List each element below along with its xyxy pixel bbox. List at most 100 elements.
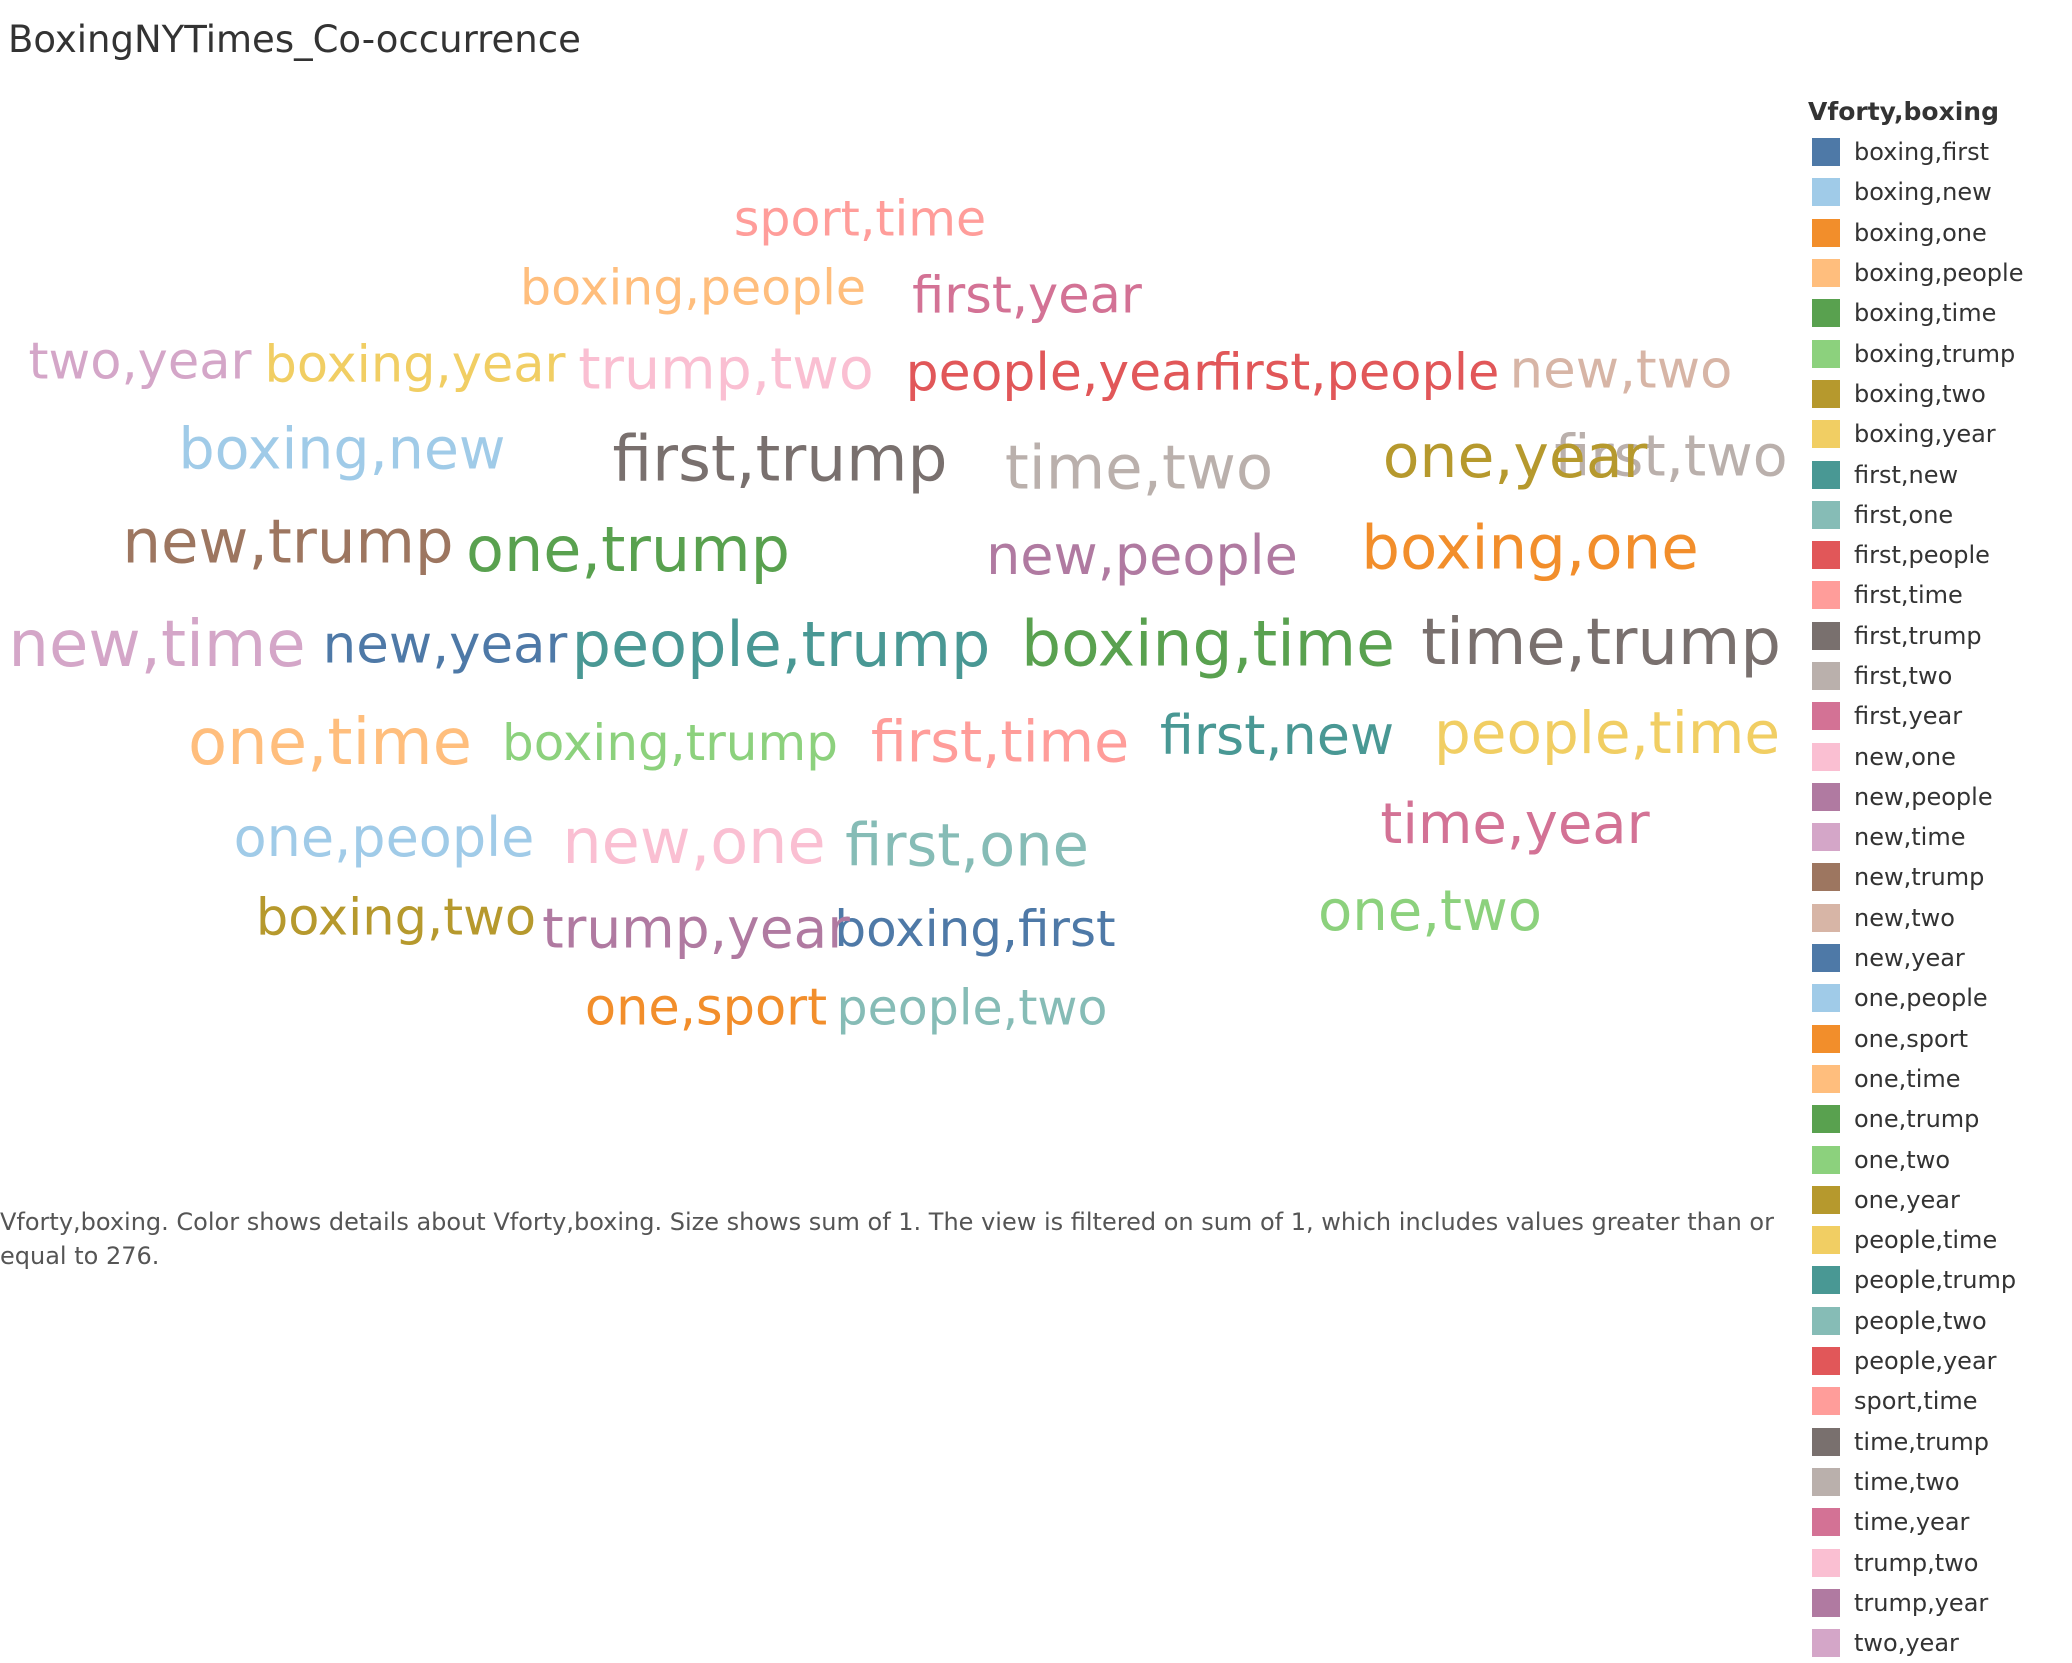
legend-item[interactable]: new,time [1808,817,2068,857]
legend-item[interactable]: one,sport [1808,1019,2068,1059]
legend-item[interactable]: people,trump [1808,1260,2068,1300]
legend-label: new,time [1854,823,1966,852]
word-first-two[interactable]: first,two [1554,423,1788,490]
legend-swatch [1812,218,1840,247]
word-boxing-year[interactable]: boxing,year [264,335,566,395]
legend-swatch [1812,1145,1840,1174]
legend-swatch [1812,1105,1840,1134]
word-new-two[interactable]: new,two [1509,339,1733,401]
legend-item[interactable]: people,year [1808,1341,2068,1381]
legend-swatch [1812,1064,1840,1093]
word-boxing-people[interactable]: boxing,people [519,259,867,317]
word-boxing-first[interactable]: boxing,first [834,900,1116,958]
word-people-trump[interactable]: people,trump [571,608,991,681]
legend-label: new,trump [1854,863,1985,892]
legend-swatch [1812,1588,1840,1617]
legend-item[interactable]: one,people [1808,978,2068,1018]
legend-label: boxing,time [1854,299,1997,328]
word-boxing-time[interactable]: boxing,time [1021,607,1395,681]
legend-item[interactable]: trump,year [1808,1583,2068,1623]
legend-label: first,people [1854,541,1990,570]
legend-item[interactable]: two,year [1808,1623,2068,1663]
word-time-two[interactable]: time,two [1004,432,1274,504]
legend-swatch [1812,339,1840,368]
word-first-one[interactable]: first,one [845,810,1089,880]
legend-item[interactable]: boxing,first [1808,132,2068,172]
legend-item[interactable]: new,year [1808,938,2068,978]
legend-item[interactable]: sport,time [1808,1381,2068,1421]
legend-item[interactable]: boxing,new [1808,172,2068,212]
word-one-trump[interactable]: one,trump [466,513,790,586]
word-boxing-new[interactable]: boxing,new [178,416,506,483]
legend-item[interactable]: first,new [1808,454,2068,494]
word-people-time[interactable]: people,time [1433,699,1781,767]
word-trump-two[interactable]: trump,two [578,336,874,403]
legend-item[interactable]: people,time [1808,1220,2068,1260]
legend-swatch [1812,581,1840,610]
word-new-people[interactable]: new,people [986,524,1298,587]
word-first-time[interactable]: first,time [870,709,1130,776]
legend-item[interactable]: time,trump [1808,1422,2068,1462]
legend-item[interactable]: boxing,time [1808,293,2068,333]
word-one-two[interactable]: one,two [1317,879,1543,944]
legend-item[interactable]: time,two [1808,1462,2068,1502]
legend-label: time,two [1854,1467,1960,1496]
word-time-trump[interactable]: time,trump [1421,606,1781,680]
word-first-trump[interactable]: first,trump [612,422,948,496]
word-one-time[interactable]: one,time [187,706,473,780]
legend-swatch [1812,420,1840,449]
word-time-year[interactable]: time,year [1380,792,1650,857]
legend-item[interactable]: people,two [1808,1301,2068,1341]
legend-item[interactable]: new,one [1808,736,2068,776]
legend-item[interactable]: new,two [1808,898,2068,938]
legend-item[interactable]: trump,two [1808,1542,2068,1582]
legend-item[interactable]: time,year [1808,1502,2068,1542]
legend-swatch [1812,742,1840,771]
word-sport-time[interactable]: sport,time [733,190,987,248]
legend-swatch [1812,621,1840,650]
legend-swatch [1812,460,1840,489]
legend-item[interactable]: boxing,one [1808,213,2068,253]
word-boxing-one[interactable]: boxing,one [1361,512,1699,584]
word-boxing-trump[interactable]: boxing,trump [502,714,838,772]
legend-item[interactable]: boxing,people [1808,253,2068,293]
legend-label: new,people [1854,782,1993,811]
legend-item[interactable]: one,two [1808,1139,2068,1179]
legend-item[interactable]: boxing,trump [1808,333,2068,373]
legend-swatch [1812,178,1840,207]
legend-label: new,two [1854,903,1955,932]
word-first-people[interactable]: first,people [1210,343,1500,403]
legend-label: one,year [1854,1185,1960,1214]
word-people-year[interactable]: people,year [905,343,1215,403]
word-trump-year[interactable]: trump,year [542,896,850,961]
legend-item[interactable]: first,two [1808,656,2068,696]
word-one-year[interactable]: one,year [1382,422,1648,492]
word-one-people[interactable]: one,people [233,806,535,869]
word-new-trump[interactable]: new,trump [122,506,454,578]
word-new-year[interactable]: new,year [322,614,568,676]
legend-swatch [1812,944,1840,973]
word-people-two[interactable]: people,two [836,979,1108,1037]
legend-item[interactable]: boxing,two [1808,374,2068,414]
legend-item[interactable]: first,time [1808,575,2068,615]
legend-item[interactable]: first,people [1808,535,2068,575]
legend-item[interactable]: first,trump [1808,616,2068,656]
word-new-time[interactable]: new,time [8,608,306,682]
word-first-year[interactable]: first,year [912,266,1142,326]
legend-label: new,one [1854,742,1956,771]
legend-item[interactable]: new,people [1808,777,2068,817]
legend-item[interactable]: one,year [1808,1180,2068,1220]
word-boxing-two[interactable]: boxing,two [255,888,537,948]
legend-item[interactable]: new,trump [1808,857,2068,897]
word-first-new[interactable]: first,new [1159,704,1395,767]
word-new-one[interactable]: new,one [562,805,826,878]
word-two-year[interactable]: two,year [28,332,252,392]
legend-item[interactable]: one,time [1808,1059,2068,1099]
legend-label: one,people [1854,984,1988,1013]
word-one-sport[interactable]: one,sport [584,978,828,1038]
color-legend: Vforty,boxing boxing,first boxing,new boxi… [1808,92,2068,1663]
legend-item[interactable]: first,one [1808,495,2068,535]
legend-item[interactable]: boxing,year [1808,414,2068,454]
legend-item[interactable]: one,trump [1808,1099,2068,1139]
legend-item[interactable]: first,year [1808,696,2068,736]
